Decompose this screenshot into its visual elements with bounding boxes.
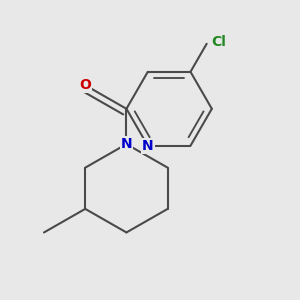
- Text: O: O: [79, 78, 91, 92]
- Text: Cl: Cl: [211, 35, 226, 49]
- Text: N: N: [121, 137, 132, 151]
- Text: N: N: [142, 139, 154, 153]
